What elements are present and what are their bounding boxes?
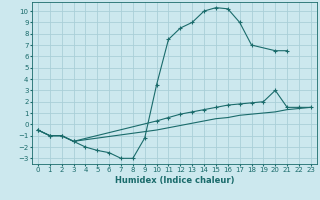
X-axis label: Humidex (Indice chaleur): Humidex (Indice chaleur): [115, 176, 234, 185]
